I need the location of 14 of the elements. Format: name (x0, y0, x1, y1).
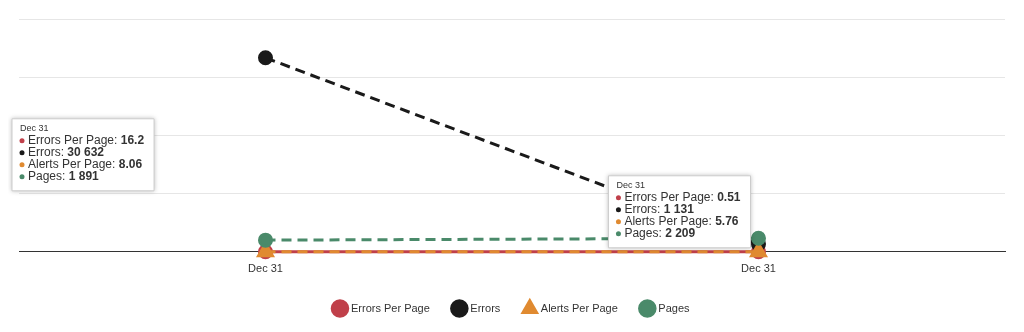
legend-label: Errors Per Page (350, 301, 430, 314)
annotation: Errors Per Page: 16.2 (28, 133, 145, 148)
annotation: Pages: 2 209 (624, 226, 696, 241)
annotation: Errors: 1 131 (624, 202, 695, 217)
annotation: Errors Per Page: 0.51 (624, 190, 741, 205)
annotation: Errors: 30 632 (28, 145, 105, 160)
annotation: Pages: 1 891 (28, 169, 100, 184)
annotation: Dec 31 (616, 180, 645, 191)
annotation: Alerts Per Page: 5.76 (624, 214, 739, 229)
annotation: Alerts Per Page: 8.06 (28, 157, 143, 172)
legend-label: Errors (470, 301, 501, 314)
legend-label: Pages (658, 301, 691, 314)
annotation: Dec 31 (20, 123, 49, 134)
legend-label: Alerts Per Page (540, 301, 618, 314)
